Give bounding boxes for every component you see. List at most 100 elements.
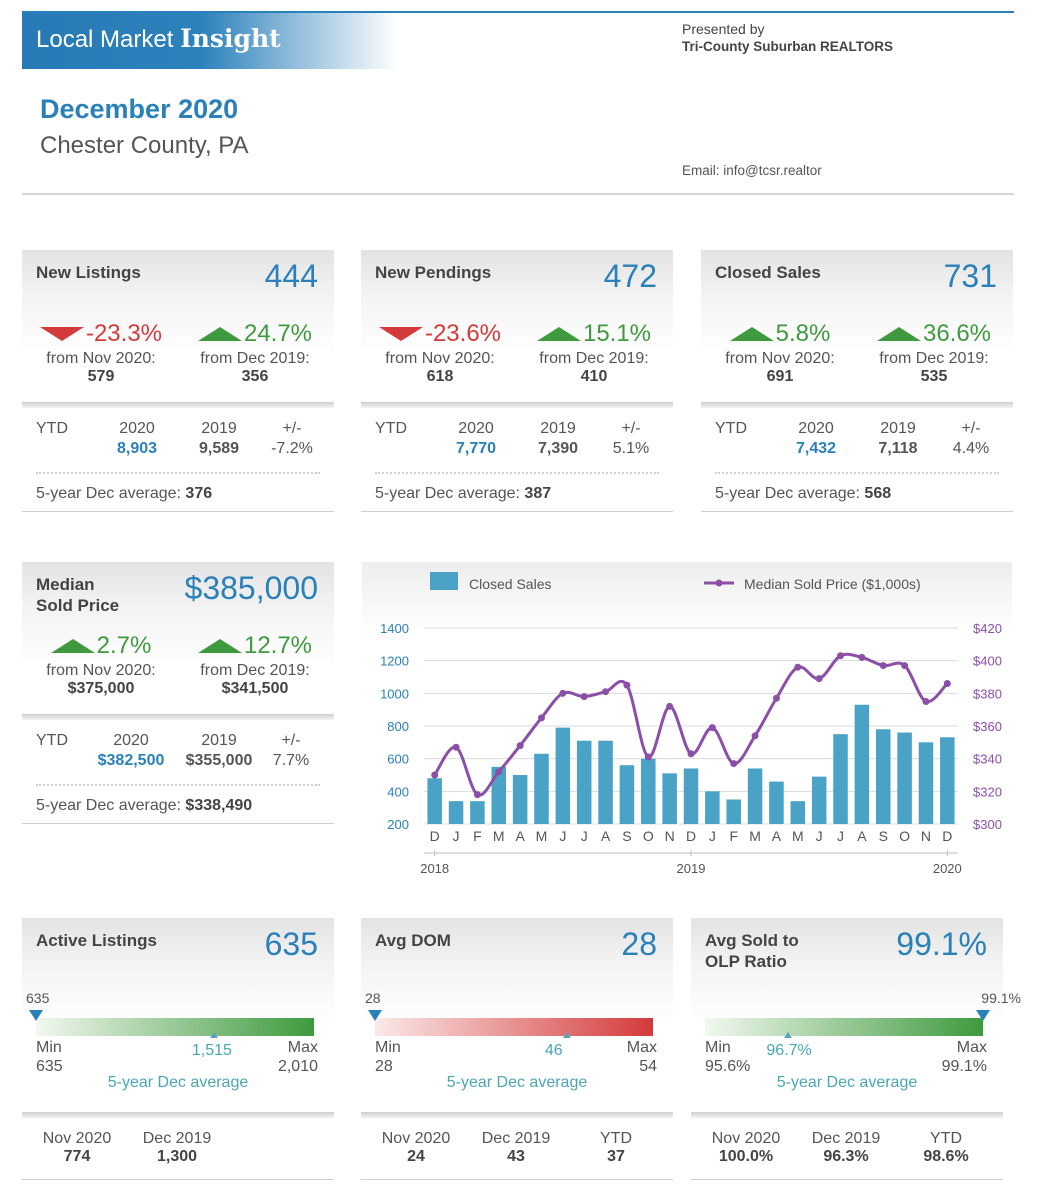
card-title: Median Sold Price <box>36 574 119 616</box>
chart-background <box>362 562 1012 882</box>
gauge-min-value: 635 <box>36 1058 63 1075</box>
bar-closed-sales <box>448 801 464 824</box>
x-axis-tick: M <box>792 828 804 844</box>
card-divider <box>701 402 1013 408</box>
bar-closed-sales <box>598 740 613 824</box>
gauge-min-label: Min <box>705 1039 731 1056</box>
comparison-value: 98.6% <box>923 1148 969 1165</box>
x-axis-tick: N <box>921 828 931 844</box>
gauge-max-label: Max <box>956 1039 987 1056</box>
bar-closed-sales <box>534 753 549 824</box>
x-axis-tick: O <box>899 828 910 844</box>
ytd-previous: 2019 7,118 <box>863 420 933 458</box>
up-arrow-icon <box>197 639 242 653</box>
yoy-percent: 12.7% <box>197 632 312 660</box>
point-median-sold-price <box>666 702 674 710</box>
card-divider <box>22 714 334 720</box>
ytd-current-year: 2020 <box>119 420 155 437</box>
x-axis-tick: J <box>709 828 716 844</box>
comparison-value: 100.0% <box>718 1148 774 1165</box>
ytd-label: YTD <box>36 420 68 437</box>
mom-label: from Nov 2020: <box>46 662 156 679</box>
comparison-label: Nov 2020 <box>711 1130 781 1147</box>
yoy-label: from Dec 2019: <box>200 662 310 679</box>
avg-label: 5-year Dec average: <box>36 797 181 814</box>
gauge-current-marker <box>368 1010 382 1021</box>
gauge-bar <box>375 1018 653 1036</box>
ytd-previous: 2019 9,589 <box>184 420 254 458</box>
x-axis-tick: M <box>493 828 505 844</box>
card-head <box>691 918 1003 1068</box>
legend-label-median-price: Median Sold Price ($1,000s) <box>744 576 921 592</box>
avg-value: 568 <box>864 485 892 502</box>
point-median-sold-price <box>708 724 716 732</box>
card-title: Avg Sold to OLP Ratio <box>705 930 799 972</box>
ytd-change-value: 5.1% <box>612 440 650 457</box>
card-head <box>22 250 334 400</box>
right-axis-tick: $360 <box>973 719 1002 734</box>
left-axis-tick: 200 <box>387 817 409 832</box>
point-median-sold-price <box>772 694 780 702</box>
card-bottom-rule <box>701 511 1013 512</box>
ytd-label: YTD <box>36 732 68 749</box>
avg-label: 5-year Dec average: <box>36 485 181 502</box>
x-axis-tick: N <box>665 828 675 844</box>
x-axis-tick: S <box>879 828 888 844</box>
yoy-label: from Dec 2019: <box>200 350 310 367</box>
point-median-sold-price <box>858 653 866 661</box>
comparison-label: Nov 2020 <box>381 1130 451 1147</box>
mom-label: from Nov 2020: <box>46 350 156 367</box>
card-head <box>22 918 334 1068</box>
card-value: 99.1% <box>896 926 987 962</box>
card-value: $385,000 <box>184 570 318 606</box>
yoy-prev-value: $341,500 <box>221 680 289 697</box>
x-axis-tick: O <box>643 828 654 844</box>
mom-percent: 5.8% <box>729 320 830 348</box>
ytd-current-year: 2020 <box>113 732 149 749</box>
card-head <box>361 250 673 400</box>
legend-label-closed-sales: Closed Sales <box>469 576 552 592</box>
down-arrow-icon <box>39 327 84 341</box>
gauge-average-value: 46 <box>544 1042 563 1059</box>
point-median-sold-price <box>580 693 588 701</box>
bar-closed-sales <box>683 768 699 824</box>
comparison-label: YTD <box>600 1130 632 1147</box>
header-divider <box>22 193 1014 195</box>
change-from-prev-month: 2.7% from Nov 2020: $375,000 <box>26 632 176 698</box>
card-divider <box>361 1112 673 1118</box>
brand-regular: Local Market <box>36 26 174 53</box>
sales-price-chart: Closed Sales Median Sold Price ($1,000s) 1… <box>362 562 1012 882</box>
ytd-change-value: 4.4% <box>952 440 990 457</box>
change-from-prev-month: -23.6% from Nov 2020: 618 <box>365 320 515 386</box>
five-year-average: 5-year Dec average: 387 <box>375 485 551 503</box>
gauge-current-marker <box>29 1010 43 1021</box>
report-period: December 2020 <box>40 94 239 124</box>
gauge-average-marker <box>784 1032 793 1038</box>
card-bottom-rule <box>691 1179 1003 1180</box>
ytd-previous-value: 7,118 <box>878 440 918 457</box>
gauge-average-marker <box>209 1032 218 1038</box>
gauge-bar <box>705 1018 983 1036</box>
gauge-average-marker <box>562 1032 571 1038</box>
up-arrow-icon <box>50 639 95 653</box>
mom-pct-text: -23.6% <box>424 320 502 347</box>
comparison-prev-month: Nov 2020 24 <box>371 1130 461 1166</box>
card-divider <box>22 1112 334 1118</box>
comparison-label: Nov 2020 <box>42 1130 112 1147</box>
ytd-change-value: -7.2% <box>271 440 313 457</box>
contact-email[interactable]: Email: info@tcsr.realtor <box>682 163 822 178</box>
point-median-sold-price <box>794 663 802 671</box>
point-median-sold-price <box>922 698 930 705</box>
card-title-line2: Sold Price <box>36 596 120 615</box>
bar-closed-sales <box>833 734 848 824</box>
card-head <box>22 562 334 712</box>
card-title-line1: Median <box>36 575 95 594</box>
card-divider <box>361 402 673 408</box>
bar-closed-sales <box>470 801 485 824</box>
ytd-change: +/- 4.4% <box>941 420 1001 458</box>
yoy-pct-text: 15.1% <box>582 320 652 347</box>
bar-closed-sales <box>512 775 528 824</box>
point-median-sold-price <box>623 681 631 689</box>
yoy-percent: 15.1% <box>536 320 652 348</box>
x-axis-tick: A <box>601 828 611 844</box>
